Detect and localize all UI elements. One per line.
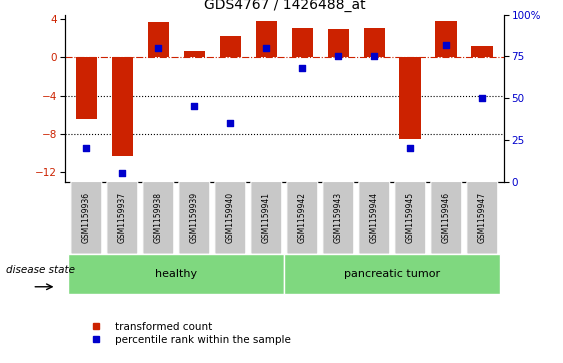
Text: GSM1159938: GSM1159938 xyxy=(154,192,163,243)
FancyBboxPatch shape xyxy=(467,182,498,254)
Point xyxy=(442,42,451,48)
FancyBboxPatch shape xyxy=(323,182,354,254)
Point xyxy=(190,103,199,109)
Bar xyxy=(111,57,133,156)
Point xyxy=(298,65,307,71)
Point xyxy=(370,53,379,59)
Text: GSM1159939: GSM1159939 xyxy=(190,192,199,243)
Text: pancreatic tumor: pancreatic tumor xyxy=(344,269,440,279)
FancyBboxPatch shape xyxy=(395,182,426,254)
Bar xyxy=(471,46,493,57)
Point xyxy=(154,45,163,51)
FancyBboxPatch shape xyxy=(179,182,210,254)
Text: GSM1159936: GSM1159936 xyxy=(82,192,91,243)
Point xyxy=(226,120,235,126)
Text: GSM1159944: GSM1159944 xyxy=(370,192,379,243)
Text: GSM1159940: GSM1159940 xyxy=(226,192,235,243)
Bar xyxy=(75,57,97,119)
Bar xyxy=(400,57,421,139)
Title: GDS4767 / 1426488_at: GDS4767 / 1426488_at xyxy=(203,0,365,12)
FancyBboxPatch shape xyxy=(215,182,246,254)
FancyBboxPatch shape xyxy=(251,182,282,254)
Bar xyxy=(328,29,349,57)
Text: disease state: disease state xyxy=(6,265,75,276)
Bar xyxy=(292,28,313,57)
Legend: transformed count, percentile rank within the sample: transformed count, percentile rank withi… xyxy=(81,317,294,349)
FancyBboxPatch shape xyxy=(107,182,138,254)
Point xyxy=(118,170,127,176)
Point xyxy=(406,145,415,151)
FancyBboxPatch shape xyxy=(431,182,462,254)
Text: GSM1159943: GSM1159943 xyxy=(334,192,343,243)
Bar xyxy=(256,21,277,57)
Bar xyxy=(436,21,457,57)
Point xyxy=(334,53,343,59)
Text: GSM1159946: GSM1159946 xyxy=(442,192,451,243)
Bar xyxy=(284,254,501,294)
Bar xyxy=(184,51,205,57)
FancyBboxPatch shape xyxy=(71,182,102,254)
Point xyxy=(82,145,91,151)
Text: GSM1159941: GSM1159941 xyxy=(262,192,271,243)
FancyBboxPatch shape xyxy=(143,182,174,254)
Bar xyxy=(148,22,169,57)
Point xyxy=(262,45,271,51)
Bar xyxy=(364,28,385,57)
Text: GSM1159945: GSM1159945 xyxy=(406,192,415,243)
Text: GSM1159947: GSM1159947 xyxy=(478,192,487,243)
FancyBboxPatch shape xyxy=(287,182,318,254)
Text: healthy: healthy xyxy=(155,269,198,279)
Text: GSM1159937: GSM1159937 xyxy=(118,192,127,243)
Point xyxy=(478,95,487,101)
Bar xyxy=(68,254,284,294)
Bar xyxy=(220,36,241,57)
Text: GSM1159942: GSM1159942 xyxy=(298,192,307,243)
FancyBboxPatch shape xyxy=(359,182,390,254)
